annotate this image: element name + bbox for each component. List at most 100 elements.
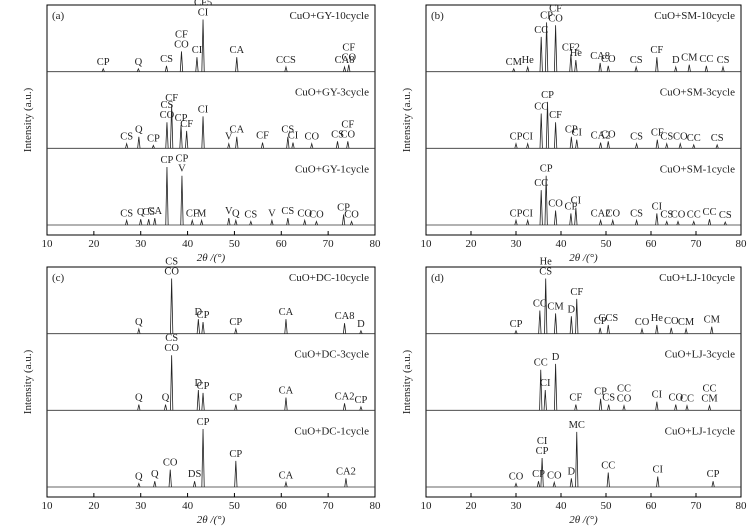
peak <box>545 22 549 72</box>
peak <box>342 214 346 226</box>
peak-label: CP <box>565 125 578 136</box>
plot-frame <box>425 4 742 236</box>
peak-label: CP <box>540 10 553 21</box>
peak <box>711 481 715 488</box>
peak-label: CS <box>165 333 178 344</box>
peak-label: CS <box>161 100 174 111</box>
x-tick-label: 20 <box>466 238 478 250</box>
peak-label: CP <box>510 208 523 219</box>
peak <box>687 64 691 72</box>
peak <box>137 482 141 488</box>
peak-label: CF <box>186 208 199 219</box>
plot-frame <box>46 266 376 498</box>
peak <box>598 327 602 334</box>
peak <box>286 217 290 226</box>
peak <box>170 104 174 149</box>
peak-label: CS <box>281 125 294 136</box>
peak <box>284 319 288 334</box>
peak-label: M <box>197 208 207 219</box>
panel-label: (d) <box>431 272 444 284</box>
peak <box>514 142 518 149</box>
peak <box>539 113 543 149</box>
peak-label: CO <box>164 343 179 354</box>
x-tick-label: 20 <box>88 238 100 250</box>
peak-label: CO <box>509 472 524 483</box>
trace-name: CuO+LJ-10cycle <box>659 272 735 284</box>
x-tick-label: 80 <box>370 500 382 512</box>
peak <box>526 142 530 149</box>
x-tick-label: 50 <box>601 238 613 250</box>
peak <box>655 139 659 149</box>
peak-label: CC <box>617 384 631 395</box>
peak-label: CM <box>506 57 523 68</box>
peak-label: CO <box>601 54 616 65</box>
peak-label: CM <box>678 317 695 328</box>
peak <box>622 404 626 411</box>
peak <box>674 404 678 411</box>
peak-label: CS <box>630 208 643 219</box>
peak <box>344 478 348 488</box>
peak <box>190 218 194 226</box>
peak <box>599 142 603 149</box>
peak <box>284 397 288 411</box>
peak <box>234 404 238 411</box>
trace-name: CuO+SM-10cycle <box>654 10 735 22</box>
peak <box>575 139 579 149</box>
peak <box>692 220 696 226</box>
peak-label: CP <box>540 164 553 175</box>
panel: 10 20 30 40 50 60 70 80 2θ /(°) Intensity (a.u.) (… <box>22 257 381 526</box>
peak <box>684 327 688 334</box>
x-tick-label: 40 <box>556 500 568 512</box>
peak-label: CO <box>617 394 632 405</box>
peak-label: CF <box>341 119 354 130</box>
peak-label: CO <box>673 132 688 143</box>
peak-label: CP <box>541 90 554 101</box>
peak <box>526 65 530 72</box>
peak-label: CM <box>704 315 721 326</box>
peak <box>185 130 189 149</box>
peak <box>359 329 363 334</box>
peak-label: CO <box>671 210 686 221</box>
x-tick-label: 50 <box>229 500 241 512</box>
peak-label: CC <box>702 384 716 395</box>
peak-label: CF <box>175 29 188 40</box>
peak <box>153 481 157 488</box>
peak <box>342 403 347 411</box>
peak <box>512 67 516 72</box>
peak-label: Q <box>151 469 159 480</box>
peak <box>235 136 239 149</box>
panel: 10 20 30 40 50 60 70 80 2θ /(°) Intensity (a.u.) (… <box>22 0 381 264</box>
peak-label: Q <box>162 393 170 404</box>
peak-label: CS <box>120 208 133 219</box>
peak-label: D <box>568 466 576 477</box>
peak-label: CP <box>510 132 523 143</box>
peak <box>201 392 205 411</box>
peak-label: CP <box>161 155 174 166</box>
peak <box>545 101 550 149</box>
peak <box>284 480 288 488</box>
peak-label: CP <box>229 393 242 404</box>
peak-label: CP <box>594 316 607 327</box>
peak-label: CO <box>605 208 620 219</box>
x-tick-label: 70 <box>323 238 335 250</box>
peak-label: V <box>268 208 276 219</box>
peak <box>526 218 530 226</box>
peak <box>552 480 556 488</box>
peak-label: CI <box>198 104 209 115</box>
peak-label: CS <box>719 210 732 221</box>
peak-label: D <box>672 55 680 66</box>
peak-label: CM <box>681 53 698 64</box>
plot-frame <box>46 4 376 236</box>
peak <box>539 36 543 72</box>
peak-label: CF <box>650 45 663 56</box>
peak <box>201 322 205 334</box>
peak-label: CP <box>510 319 523 330</box>
peak-label: CA <box>229 125 244 136</box>
trace-name: CuO+DC-10cycle <box>289 272 369 284</box>
peak <box>640 327 644 334</box>
peak-label: CP <box>175 113 188 124</box>
peak-label: CO <box>548 199 563 210</box>
peak <box>200 218 204 226</box>
peak <box>635 218 639 226</box>
